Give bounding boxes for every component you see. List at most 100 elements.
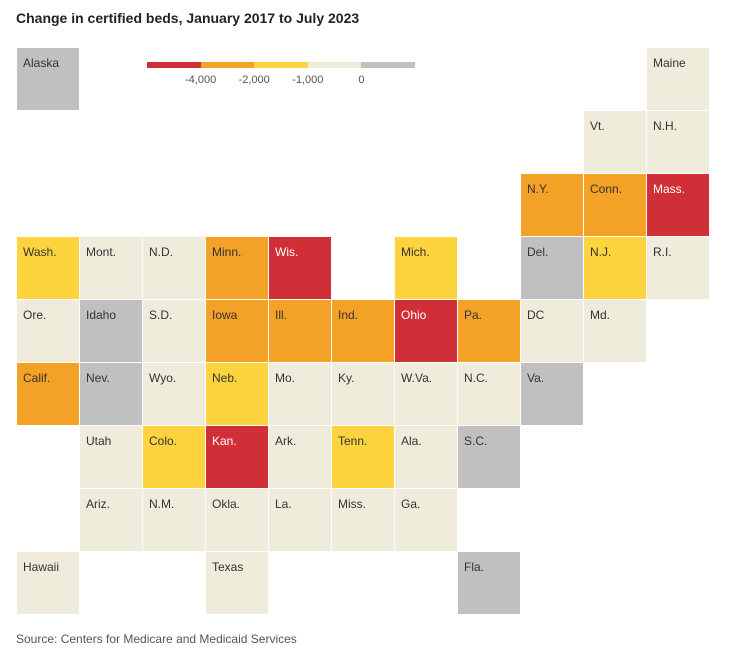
state-label: Idaho <box>86 308 117 322</box>
state-tile: Ore. <box>17 300 79 362</box>
state-tile: Miss. <box>332 489 394 551</box>
state-label: Vt. <box>590 119 605 133</box>
legend-swatch <box>147 62 201 68</box>
legend-tick-label: 0 <box>358 74 365 86</box>
state-label: Pa. <box>464 308 483 322</box>
legend-swatch <box>200 62 255 68</box>
map-title: Change in certified beds, January 2017 t… <box>16 10 360 26</box>
state-label: Tenn. <box>338 434 368 448</box>
state-tile: Kan. <box>206 426 268 488</box>
state-label: La. <box>275 497 292 511</box>
state-tile: Colo. <box>143 426 205 488</box>
state-label: Va. <box>527 371 545 385</box>
state-label: Nev. <box>86 371 110 385</box>
state-label: Wash. <box>23 245 57 259</box>
state-tile: Mont. <box>80 237 142 299</box>
state-label: Maine <box>653 56 686 70</box>
state-label: S.C. <box>464 434 488 448</box>
state-tile: Ill. <box>269 300 331 362</box>
state-tile: Alaska <box>17 48 79 110</box>
state-tile: W.Va. <box>395 363 457 425</box>
state-tile: Maine <box>647 48 709 110</box>
state-label: Ga. <box>401 497 421 511</box>
state-tile: Md. <box>584 300 646 362</box>
state-tile: Wash. <box>17 237 79 299</box>
state-tile: Calif. <box>17 363 79 425</box>
state-tile: Wyo. <box>143 363 205 425</box>
state-tile: Tenn. <box>332 426 394 488</box>
state-label: Wis. <box>275 245 299 259</box>
state-label: Mo. <box>275 371 296 385</box>
state-label: Md. <box>590 308 611 322</box>
state-tile: Minn. <box>206 237 268 299</box>
state-tile: Wis. <box>269 237 331 299</box>
state-label: Ind. <box>338 308 359 322</box>
legend-tick-label: -1,000 <box>292 74 324 86</box>
state-tile: Fla. <box>458 552 520 614</box>
state-label: Minn. <box>212 245 242 259</box>
state-tile: Mich. <box>395 237 457 299</box>
state-label: Del. <box>527 245 549 259</box>
legend-tick-label: -4,000 <box>184 74 217 86</box>
state-tile: N.D. <box>143 237 205 299</box>
state-label: S.D. <box>149 308 173 322</box>
state-label: Colo. <box>149 434 178 448</box>
state-tile: Utah <box>80 426 142 488</box>
state-label: N.Y. <box>527 182 549 196</box>
state-label: Utah <box>86 434 112 448</box>
state-label: Okla. <box>212 497 241 511</box>
state-label: Mont. <box>86 245 117 259</box>
legend-swatch <box>361 62 415 68</box>
legend-swatch <box>254 62 308 68</box>
state-label: Calif. <box>23 371 51 385</box>
state-tile: N.H. <box>647 111 709 173</box>
state-tile: Ohio <box>395 300 457 362</box>
state-label: Miss. <box>338 497 366 511</box>
state-tile: N.C. <box>458 363 520 425</box>
state-label: Neb. <box>212 371 238 385</box>
state-tile: Iowa <box>206 300 268 362</box>
state-label: N.H. <box>653 119 677 133</box>
state-tile: Ariz. <box>80 489 142 551</box>
state-label: Iowa <box>212 308 238 322</box>
state-tile: Ala. <box>395 426 457 488</box>
state-label: Mass. <box>653 182 686 196</box>
color-legend: -4,000 -2,000 -1,000 0 <box>147 62 415 92</box>
state-tile: Del. <box>521 237 583 299</box>
state-label: R.I. <box>653 245 672 259</box>
state-label: N.M. <box>149 497 175 511</box>
state-label: Kan. <box>212 434 237 448</box>
state-tile: N.Y. <box>521 174 583 236</box>
state-tile: N.J. <box>584 237 646 299</box>
legend-swatch <box>307 62 362 68</box>
state-label: W.Va. <box>401 371 433 385</box>
state-label: Wyo. <box>149 371 177 385</box>
state-label: Ill. <box>275 308 287 322</box>
state-tile: S.D. <box>143 300 205 362</box>
state-label: Ark. <box>275 434 297 448</box>
state-label: Texas <box>212 560 244 574</box>
state-tile: R.I. <box>647 237 709 299</box>
state-tile: S.C. <box>458 426 520 488</box>
state-tile: Conn. <box>584 174 646 236</box>
state-tile: Ga. <box>395 489 457 551</box>
state-tile: La. <box>269 489 331 551</box>
state-tile: Idaho <box>80 300 142 362</box>
state-tile: Mo. <box>269 363 331 425</box>
state-tile: Ind. <box>332 300 394 362</box>
state-label: Hawaii <box>23 560 60 574</box>
state-tile: Vt. <box>584 111 646 173</box>
state-label: N.C. <box>464 371 488 385</box>
state-tile: Nev. <box>80 363 142 425</box>
state-label: DC <box>527 308 545 322</box>
state-tile: Pa. <box>458 300 520 362</box>
state-tile: Mass. <box>647 174 709 236</box>
state-label: Fla. <box>464 560 485 574</box>
state-tile: Neb. <box>206 363 268 425</box>
state-tile: Va. <box>521 363 583 425</box>
state-label: Conn. <box>590 182 623 196</box>
state-label: Ala. <box>401 434 422 448</box>
state-tile: Hawaii <box>17 552 79 614</box>
state-tile: Ark. <box>269 426 331 488</box>
